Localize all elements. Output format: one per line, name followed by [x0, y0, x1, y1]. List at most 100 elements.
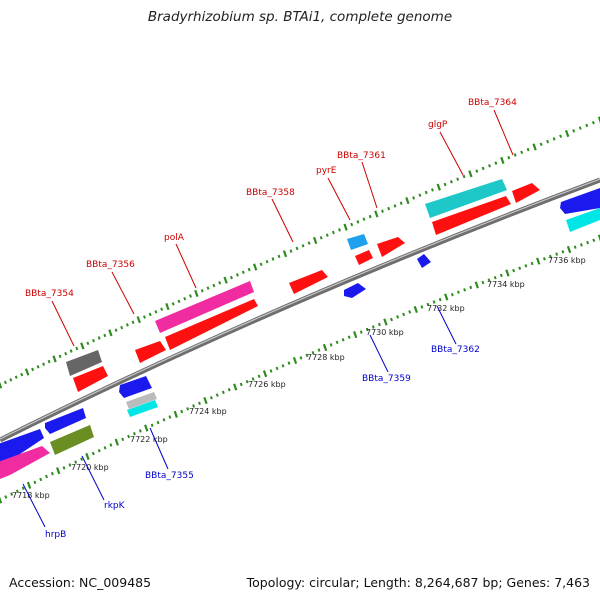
minor-tick: [420, 305, 424, 309]
minor-tick: [4, 495, 8, 499]
minor-tick: [33, 480, 37, 485]
minor-tick: [103, 446, 107, 450]
minor-tick: [259, 262, 263, 267]
minor-tick: [387, 206, 391, 211]
gene-label[interactable]: BBta_7355: [145, 471, 194, 481]
minor-tick: [311, 350, 315, 355]
minor-tick: [69, 349, 73, 353]
minor-tick: [549, 254, 552, 259]
major-tick: [85, 452, 90, 460]
minor-tick: [494, 161, 498, 165]
minor-tick: [121, 437, 125, 442]
gene-arrow[interactable]: [432, 196, 511, 235]
ruler-label: 7722 kbp: [130, 435, 168, 444]
gene-label[interactable]: polA: [164, 233, 185, 243]
minor-tick: [432, 300, 436, 304]
gene-arrow[interactable]: [66, 350, 102, 376]
gene-label[interactable]: pyrE: [316, 166, 337, 176]
minor-tick: [215, 393, 219, 397]
gene-label[interactable]: BBta_7359: [362, 374, 411, 384]
minor-tick: [143, 315, 146, 319]
gene-label[interactable]: BBta_7358: [246, 188, 295, 198]
minor-tick: [393, 204, 397, 208]
gene-arrow[interactable]: [127, 400, 158, 417]
minor-tick: [481, 166, 485, 171]
gene-arrow[interactable]: [417, 254, 431, 268]
ruler-label: 7728 kbp: [307, 353, 345, 362]
gene-arrow[interactable]: [560, 188, 600, 214]
minor-tick: [396, 315, 400, 319]
minor-tick: [317, 348, 321, 352]
minor-tick: [239, 382, 243, 387]
minor-tick: [198, 401, 201, 406]
minor-tick: [247, 267, 251, 272]
ruler-label: 7724 kbp: [189, 407, 227, 416]
gene-label[interactable]: hrpB: [45, 530, 66, 540]
gene-label-leader: [111, 271, 135, 315]
gene-arrow[interactable]: [135, 341, 166, 363]
minor-tick: [319, 236, 323, 240]
minor-tick: [39, 477, 43, 482]
minor-tick: [10, 492, 14, 496]
minor-tick: [160, 307, 164, 311]
major-tick: [468, 170, 473, 178]
minor-tick: [64, 351, 68, 356]
minor-tick: [469, 285, 473, 290]
minor-tick: [488, 164, 491, 168]
minor-tick: [156, 420, 160, 425]
gene-arrow[interactable]: [566, 208, 600, 232]
gene-arrow[interactable]: [0, 429, 44, 466]
gene-arrow[interactable]: [155, 281, 254, 333]
gene-arrow[interactable]: [377, 237, 405, 257]
minor-tick: [518, 266, 522, 270]
gene-arrow[interactable]: [0, 446, 50, 481]
gene-arrow[interactable]: [73, 366, 108, 392]
minor-tick: [275, 366, 279, 371]
gene-arrow[interactable]: [347, 234, 368, 250]
gene-arrow[interactable]: [289, 270, 328, 294]
minor-tick: [578, 126, 582, 130]
minor-tick: [347, 335, 351, 339]
ruler-label: 7718 kbp: [12, 491, 50, 500]
minor-tick: [539, 142, 543, 147]
minor-tick: [74, 460, 78, 464]
gene-arrow[interactable]: [50, 425, 94, 455]
gene-label[interactable]: glgP: [428, 120, 448, 130]
genome-backbone: [0, 177, 600, 443]
major-tick: [0, 381, 3, 389]
gene-arrow[interactable]: [425, 179, 507, 218]
minor-tick: [9, 378, 13, 382]
gene-label[interactable]: rkpK: [104, 501, 126, 511]
gene-arrow[interactable]: [45, 408, 86, 434]
major-tick: [353, 331, 358, 339]
gene-arrow[interactable]: [126, 392, 157, 409]
ruler-label: 7734 kbp: [487, 280, 525, 289]
gene-arrow[interactable]: [512, 183, 540, 203]
minor-tick: [168, 415, 172, 419]
minor-tick: [227, 387, 231, 392]
reverse-tick-ruler: [0, 234, 600, 504]
major-tick: [374, 210, 379, 218]
gene-label[interactable]: BBta_7362: [431, 345, 480, 355]
minor-tick: [381, 209, 384, 213]
minor-tick: [133, 431, 136, 436]
gene-label[interactable]: BBta_7361: [337, 151, 386, 161]
gene-arrow[interactable]: [165, 299, 258, 350]
gene-label-leader: [369, 334, 389, 373]
gene-arrow[interactable]: [344, 283, 366, 298]
major-tick: [405, 197, 410, 205]
gene-label[interactable]: BBta_7364: [468, 98, 517, 108]
accession-label: Accession: NC_009485: [9, 575, 152, 590]
gene-arrow[interactable]: [119, 376, 152, 398]
minor-tick: [481, 280, 485, 285]
minor-tick: [209, 396, 213, 400]
minor-tick: [424, 190, 428, 195]
minor-tick: [177, 299, 181, 304]
gene-arrow[interactable]: [355, 250, 373, 265]
minor-tick: [402, 312, 406, 317]
gene-label[interactable]: BBta_7354: [25, 289, 74, 299]
gene-label[interactable]: BBta_7356: [86, 260, 135, 270]
major-tick: [536, 257, 541, 265]
minor-tick: [362, 217, 366, 221]
minor-tick: [114, 328, 118, 332]
